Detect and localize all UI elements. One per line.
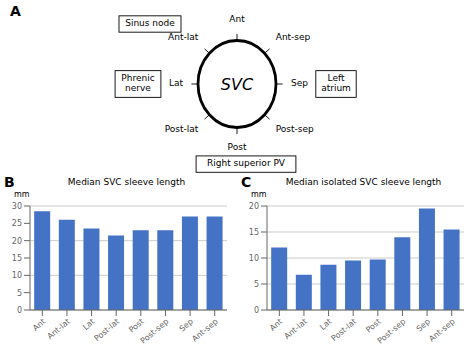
svg-text:Post-sep: Post-sep: [139, 317, 171, 346]
svg-text:Right superior PV: Right superior PV: [207, 158, 286, 168]
svg-text:10: 10: [12, 271, 22, 280]
svg-text:Ant-sep: Ant-sep: [190, 317, 219, 344]
svg-text:Post-lat: Post-lat: [92, 317, 121, 343]
svg-text:0: 0: [17, 306, 22, 315]
svg-text:Post: Post: [364, 317, 383, 335]
svg-text:Sep: Sep: [291, 78, 308, 88]
svg-text:30: 30: [12, 202, 22, 211]
html-text:mm: mm: [251, 190, 267, 199]
svg-text:Post: Post: [228, 142, 247, 152]
svg-text:Lat: Lat: [169, 78, 184, 88]
html-text:B: B: [4, 174, 15, 190]
svg-text:20: 20: [249, 202, 259, 211]
html-text:C: C: [241, 174, 252, 190]
svg-text:A: A: [10, 3, 21, 19]
svg-text:Ant-sep: Ant-sep: [276, 32, 311, 42]
svg-text:Ant: Ant: [229, 14, 245, 24]
svg-text:Post: Post: [127, 317, 146, 335]
svg-text:Sep: Sep: [415, 317, 432, 334]
svg-text:25: 25: [12, 219, 22, 228]
svg-text:Ant-lat: Ant-lat: [283, 317, 309, 341]
svg-text:Ant: Ant: [31, 317, 47, 333]
svg-text:Lat: Lat: [318, 317, 333, 332]
svg-text:15: 15: [249, 228, 259, 237]
svg-text:Post-sep: Post-sep: [276, 124, 314, 134]
svg-text:0: 0: [254, 306, 259, 315]
svg-text:Ant: Ant: [268, 317, 284, 333]
svg-text:Post-lat: Post-lat: [165, 124, 199, 134]
svg-text:Ant-lat: Ant-lat: [46, 317, 72, 341]
svg-text:Ant-sep: Ant-sep: [427, 317, 456, 344]
svg-text:Ant-lat: Ant-lat: [168, 32, 199, 42]
svg-text:10: 10: [249, 254, 259, 263]
html-text:Median isolated SVC sleeve len: Median isolated SVC sleeve length: [285, 177, 442, 187]
svg-text:SVC: SVC: [221, 75, 254, 94]
svg-text:Phrenicnerve: Phrenicnerve: [121, 73, 154, 93]
svg-text:15: 15: [12, 254, 22, 263]
svg-text:Post-sep: Post-sep: [376, 317, 408, 346]
svg-text:Lat: Lat: [81, 317, 96, 332]
svg-text:Leftatrium: Leftatrium: [321, 73, 351, 93]
svg-text:Post-lat: Post-lat: [329, 317, 358, 343]
svg-text:5: 5: [17, 289, 22, 298]
svg-text:Sinus node: Sinus node: [125, 18, 175, 28]
svg-text:20: 20: [12, 237, 22, 246]
svg-text:Sep: Sep: [178, 317, 195, 334]
svg-text:5: 5: [254, 280, 259, 289]
html-text:mm: mm: [14, 190, 30, 199]
html-text:Median SVC sleeve length: Median SVC sleeve length: [67, 177, 186, 187]
